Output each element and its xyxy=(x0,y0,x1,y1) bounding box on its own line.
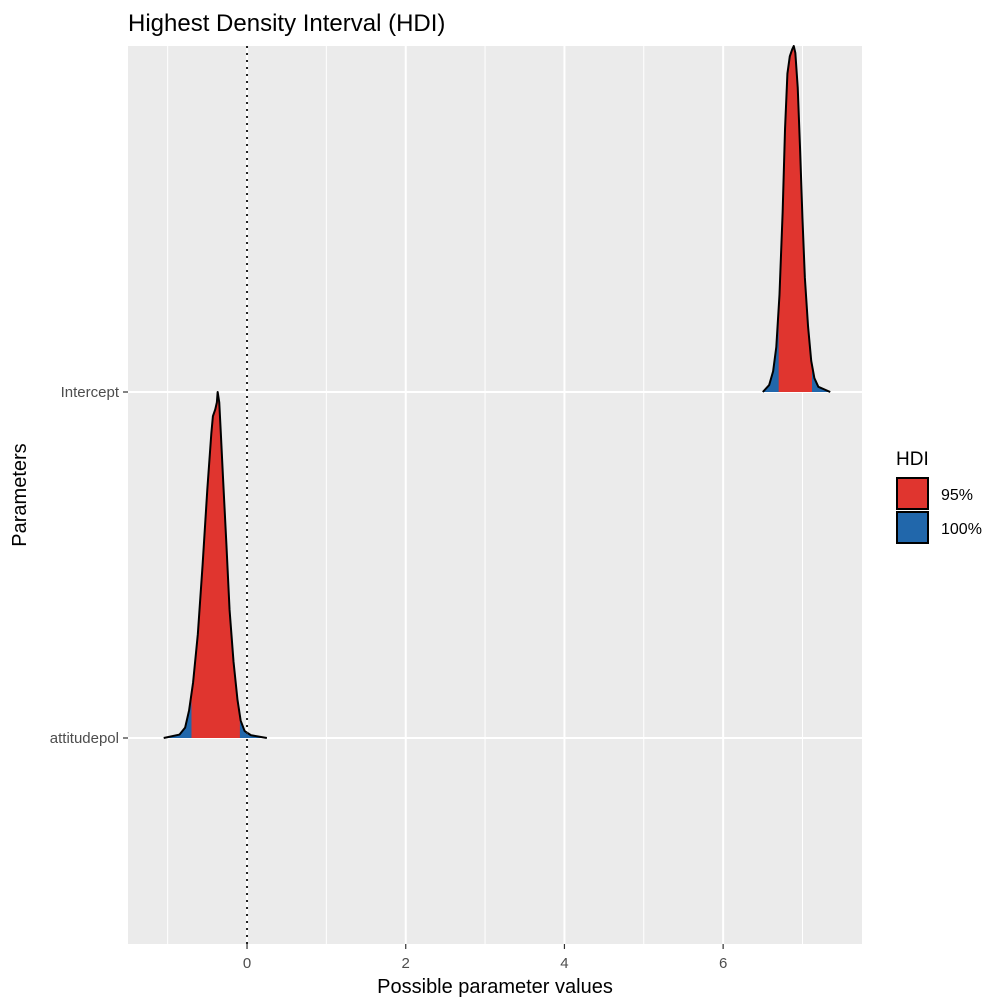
legend-label: 100% xyxy=(941,521,982,538)
density-layer xyxy=(163,45,831,739)
legend-title: HDI xyxy=(896,449,929,470)
x-tick-label: 2 xyxy=(402,955,410,972)
legend-key xyxy=(896,511,929,544)
x-tick-label: 6 xyxy=(719,955,727,972)
plot-panel xyxy=(128,46,862,944)
y-tick-label: Intercept xyxy=(61,384,120,401)
y-axis-title: Parameters xyxy=(9,443,31,546)
x-axis-title: Possible parameter values xyxy=(377,976,613,998)
hdi-95-region-Intercept xyxy=(778,46,813,392)
hdi-95-region-attitudepol xyxy=(191,392,240,738)
x-axis: 0 2 4 6 xyxy=(243,944,727,972)
y-tick-label: attitudepol xyxy=(50,730,119,747)
x-tick-label: 4 xyxy=(560,955,568,972)
density-outline-attitudepol xyxy=(163,391,268,739)
density-outline-Intercept xyxy=(762,45,831,393)
x-tick-label: 0 xyxy=(243,955,251,972)
y-axis: attitudepol Intercept xyxy=(50,384,128,747)
legend: HDI 95% 100% xyxy=(896,449,982,544)
legend-label: 95% xyxy=(941,487,973,504)
chart-title: Highest Density Interval (HDI) xyxy=(128,10,445,37)
legend-key xyxy=(896,477,929,510)
